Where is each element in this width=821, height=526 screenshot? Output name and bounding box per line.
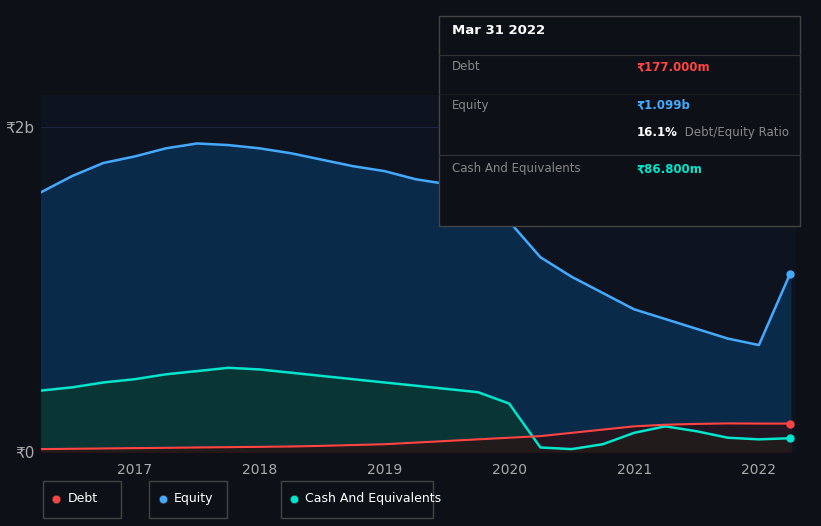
Text: Cash And Equivalents: Cash And Equivalents <box>305 492 442 505</box>
Text: Debt/Equity Ratio: Debt/Equity Ratio <box>681 126 790 139</box>
Text: 16.1%: 16.1% <box>636 126 677 139</box>
Text: Cash And Equivalents: Cash And Equivalents <box>452 162 580 175</box>
Text: Mar 31 2022: Mar 31 2022 <box>452 24 544 37</box>
Text: Debt: Debt <box>452 60 480 74</box>
Text: Equity: Equity <box>452 99 489 112</box>
Text: ₹177.000m: ₹177.000m <box>636 60 710 74</box>
Text: ₹1.099b: ₹1.099b <box>636 99 690 112</box>
Text: Debt: Debt <box>67 492 98 505</box>
Text: ₹86.800m: ₹86.800m <box>636 162 702 175</box>
Text: Equity: Equity <box>174 492 213 505</box>
